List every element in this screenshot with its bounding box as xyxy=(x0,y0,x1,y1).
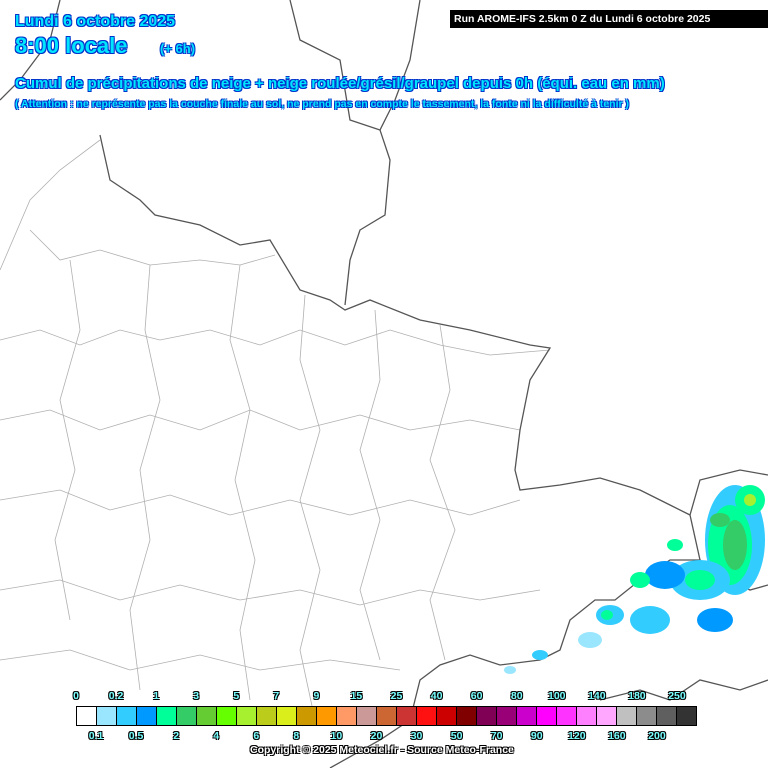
legend-label-bottom: 120 xyxy=(568,730,586,742)
legend-swatch xyxy=(677,707,696,725)
legend-label-top: 140 xyxy=(588,690,606,702)
legend-label-bottom: 160 xyxy=(608,730,626,742)
legend-label-bottom: 0.5 xyxy=(128,730,144,742)
map-note: ( Attention : ne représente pas la couch… xyxy=(15,98,629,110)
legend-label-top: 60 xyxy=(470,690,483,702)
legend-swatch xyxy=(457,707,477,725)
legend-swatch xyxy=(417,707,437,725)
legend-swatch xyxy=(257,707,277,725)
legend-swatch xyxy=(137,707,157,725)
forecast-date: Lundi 6 octobre 2025 xyxy=(15,13,176,30)
legend-swatch xyxy=(237,707,257,725)
legend-swatch xyxy=(557,707,577,725)
legend-swatch xyxy=(537,707,557,725)
legend-label-top: 100 xyxy=(548,690,566,702)
legend-label-bottom: 90 xyxy=(530,730,543,742)
legend-swatch xyxy=(317,707,337,725)
legend-label-top: 180 xyxy=(628,690,646,702)
legend-label-top: 15 xyxy=(350,690,363,702)
legend-label-top: 9 xyxy=(313,690,320,702)
legend-swatch xyxy=(117,707,137,725)
department-borders xyxy=(0,139,551,721)
run-info: Run AROME-IFS 2.5km 0 Z du Lundi 6 octob… xyxy=(450,10,768,28)
map-title: Cumul de précipitations de neige + neige… xyxy=(15,75,665,92)
legend-label-top: 3 xyxy=(193,690,200,702)
legend-label-top: 7 xyxy=(273,690,280,702)
legend-label-bottom: 6 xyxy=(253,730,260,742)
precipitation-field xyxy=(504,485,765,674)
legend-swatch xyxy=(437,707,457,725)
legend-swatch xyxy=(97,707,117,725)
legend-swatch xyxy=(197,707,217,725)
copyright: Copyright © 2025 Meteociel.fr - Source M… xyxy=(250,744,514,756)
legend-swatch xyxy=(157,707,177,725)
legend-swatch xyxy=(77,707,97,725)
legend-swatch xyxy=(297,707,317,725)
legend-swatch xyxy=(637,707,657,725)
legend-swatch xyxy=(177,707,197,725)
lead-time: (+ 6h) xyxy=(160,41,196,56)
legend-label-top: 0.2 xyxy=(108,690,124,702)
legend-label-bottom: 2 xyxy=(173,730,180,742)
legend-label-bottom: 20 xyxy=(370,730,383,742)
legend-swatch xyxy=(397,707,417,725)
legend-label-bottom: 200 xyxy=(648,730,666,742)
legend-label-top: 250 xyxy=(668,690,686,702)
legend-swatch xyxy=(597,707,617,725)
legend-label-bottom: 8 xyxy=(293,730,300,742)
legend-label-top: 5 xyxy=(233,690,240,702)
legend-label-top: 80 xyxy=(510,690,523,702)
legend-label-top: 25 xyxy=(390,690,403,702)
legend-swatch xyxy=(377,707,397,725)
legend-label-top: 40 xyxy=(430,690,443,702)
legend-swatch xyxy=(617,707,637,725)
legend-swatch xyxy=(657,707,677,725)
legend-label-bottom: 30 xyxy=(410,730,423,742)
legend-swatch xyxy=(217,707,237,725)
legend-swatch xyxy=(517,707,537,725)
legend-swatch xyxy=(497,707,517,725)
legend-label-top: 0 xyxy=(73,690,79,702)
local-time: 8:00 locale xyxy=(15,33,128,58)
legend-label-bottom: 70 xyxy=(490,730,503,742)
legend-swatch xyxy=(477,707,497,725)
legend-swatch xyxy=(577,707,597,725)
legend-swatch xyxy=(337,707,357,725)
legend-swatch xyxy=(357,707,377,725)
legend-label-top: 1 xyxy=(153,690,160,702)
legend-swatch xyxy=(277,707,297,725)
legend-label-bottom: 10 xyxy=(330,730,343,742)
legend-label-bottom: 4 xyxy=(213,730,220,742)
color-scale-legend xyxy=(76,706,697,726)
legend-label-bottom: 0.1 xyxy=(88,730,104,742)
legend-label-bottom: 50 xyxy=(450,730,463,742)
